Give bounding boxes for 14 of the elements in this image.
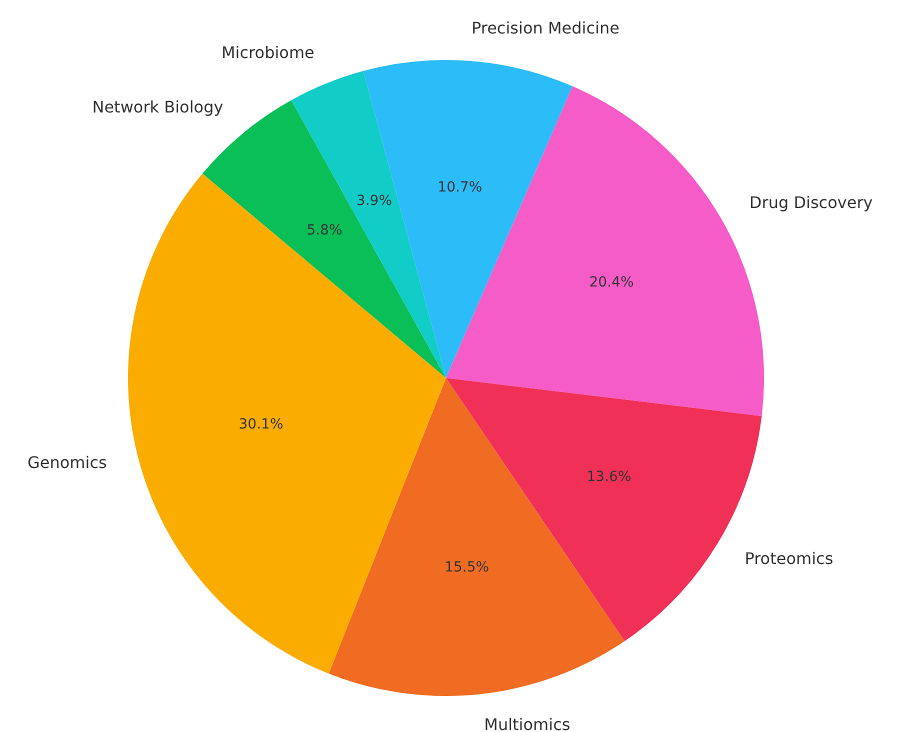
data-label: 13.6% (586, 468, 632, 485)
data-label: 20.4% (589, 274, 634, 291)
data-label: 15.5% (444, 559, 490, 576)
data-label: 30.1% (238, 416, 284, 432)
slice-label: Proteomics (744, 549, 834, 568)
data-label: 5.8% (306, 222, 342, 239)
data-label: 3.9% (356, 192, 392, 209)
slice-label: Genomics (28, 452, 107, 472)
slice-label: Precision Medicine (471, 18, 620, 38)
data-label: 10.7% (438, 179, 482, 196)
slice-label: Microbiome (222, 43, 314, 62)
slice-label: Drug Discovery (749, 193, 873, 212)
slice-label: Multiomics (484, 714, 570, 732)
slice-label: Network Biology (92, 97, 224, 116)
